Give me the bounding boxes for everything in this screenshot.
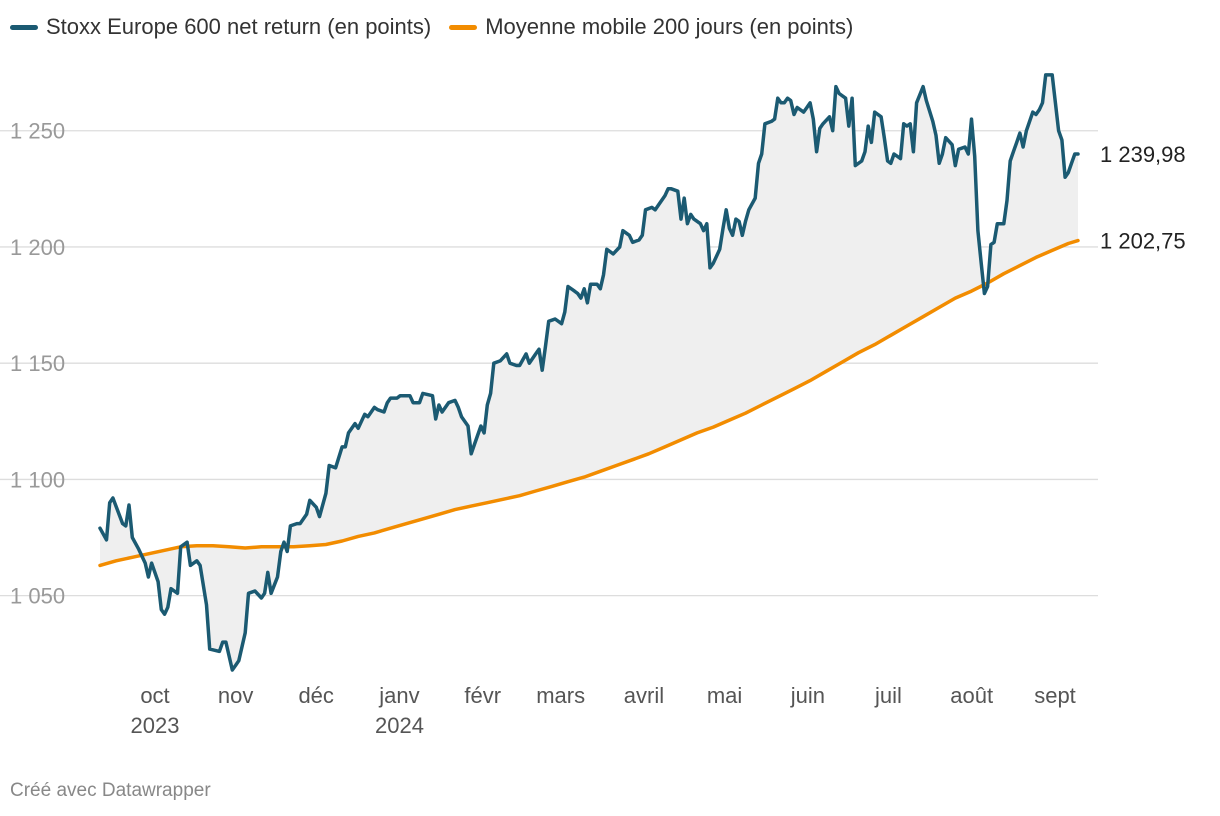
line-chart: 1 050 1 100 1 150 1 200 1 250 oct 2023 nov déc j… — [0, 73, 1186, 738]
x-axis-labels: oct 2023 nov déc janv 2024 févr mars avril mai jui… — [131, 683, 1076, 738]
legend-item-stoxx: Stoxx Europe 600 net return (en points) — [10, 14, 431, 40]
plot-area — [98, 73, 1080, 672]
x-tick-label: juil — [874, 683, 902, 708]
x-tick-label: nov — [218, 683, 253, 708]
stoxx-end-label: 1 239,98 — [1100, 142, 1186, 167]
legend-item-moving-average: Moyenne mobile 200 jours (en points) — [449, 14, 853, 40]
y-tick-label: 1 050 — [10, 584, 65, 609]
x-tick-label: août — [950, 683, 993, 708]
x-tick-label: mars — [536, 683, 585, 708]
x-tick-label: févr — [464, 683, 501, 708]
y-tick-label: 1 250 — [10, 119, 65, 144]
legend-swatch-stoxx — [10, 24, 38, 30]
footer-credit: Créé avec Datawrapper — [10, 780, 211, 801]
range-band — [100, 74, 1078, 670]
x-tick-label: sept — [1034, 683, 1076, 708]
x-tick-label: oct — [140, 683, 169, 708]
x-tick-label: déc — [298, 683, 333, 708]
x-tick-label: avril — [624, 683, 664, 708]
x-tick-year-label: 2024 — [375, 713, 424, 738]
y-axis-labels: 1 050 1 100 1 150 1 200 1 250 — [10, 119, 65, 609]
x-tick-label: janv — [378, 683, 419, 708]
legend-swatch-moving-average — [449, 24, 478, 30]
x-tick-label: juin — [790, 683, 825, 708]
y-tick-label: 1 150 — [10, 351, 65, 376]
moving-average-end-label: 1 202,75 — [1100, 229, 1186, 254]
legend-label-moving-average: Moyenne mobile 200 jours (en points) — [485, 14, 854, 39]
moving-average-line — [98, 238, 1080, 568]
x-tick-year-label: 2023 — [131, 713, 180, 738]
x-tick-label: mai — [707, 683, 742, 708]
stoxx-line — [98, 73, 1080, 672]
chart-legend: Stoxx Europe 600 net return (en points) … — [10, 14, 853, 40]
y-tick-label: 1 100 — [10, 467, 65, 492]
legend-label-stoxx: Stoxx Europe 600 net return (en points) — [46, 14, 432, 39]
y-tick-label: 1 200 — [10, 235, 65, 260]
end-labels: 1 239,98 1 202,75 — [1100, 142, 1186, 254]
